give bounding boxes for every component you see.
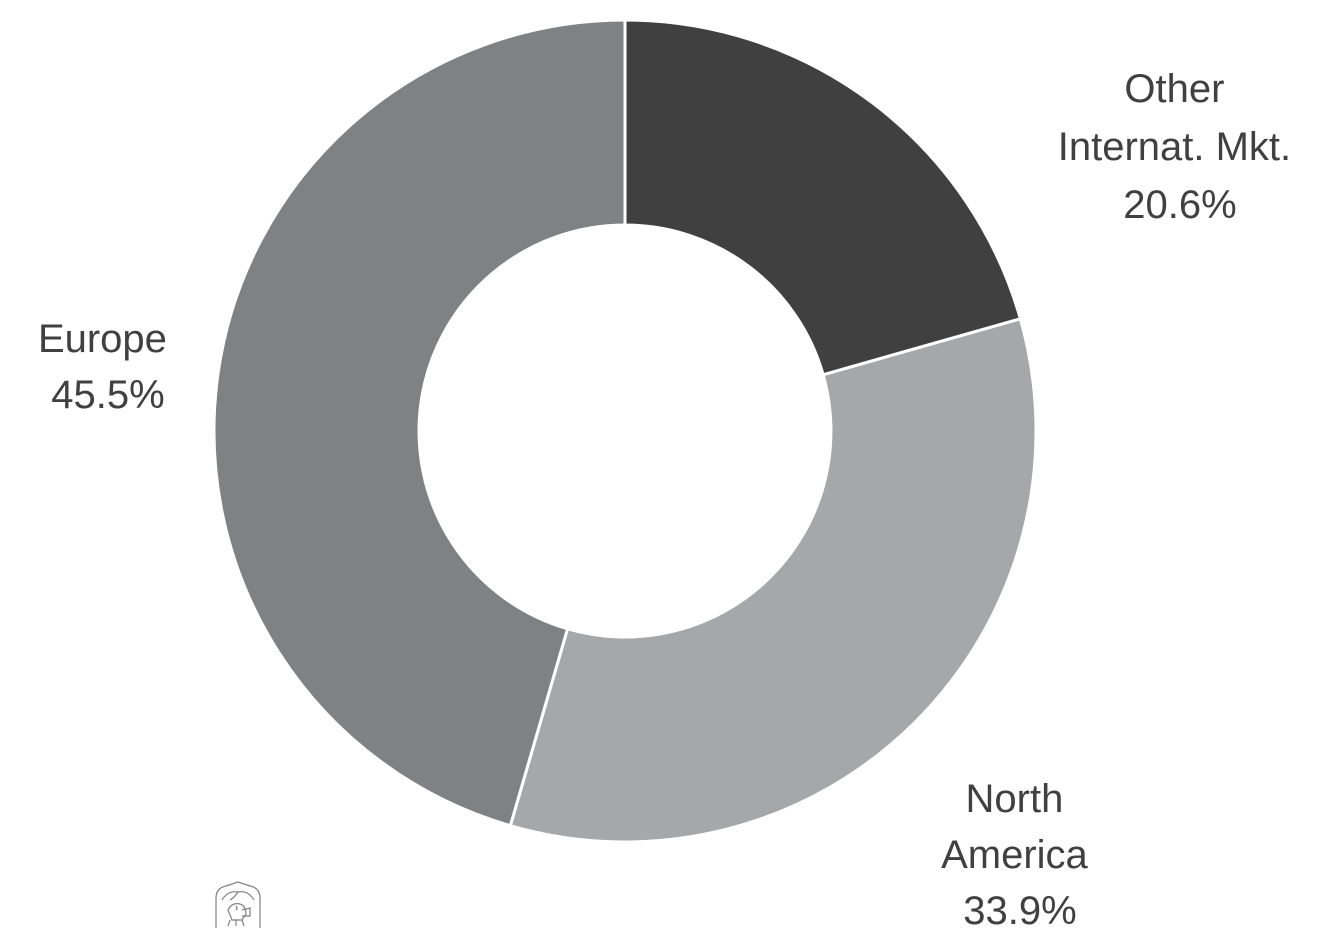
donut-slice-other-internat-mkt: [623, 18, 1023, 377]
slice-label-north-america: North America 33.9%: [941, 777, 1099, 928]
donut-slice-north-america: [508, 316, 1038, 844]
donut-slices: [212, 18, 1038, 844]
slice-value-north-america: 33.9%: [963, 889, 1076, 928]
slice-label-north-america-line-2: America: [941, 833, 1088, 877]
slice-label-europe-line-1: Europe: [38, 317, 167, 361]
slice-label-other-line-2: Internat. Mkt.: [1058, 125, 1291, 169]
winged-lion-crest-icon: [215, 881, 261, 928]
donut-slice-europe: [212, 18, 627, 828]
slice-label-other-line-1: Other: [1124, 67, 1224, 111]
slice-label-other-internat-mkt: Other Internat. Mkt. 20.6%: [1058, 67, 1303, 227]
slice-label-north-america-line-1: North: [966, 777, 1064, 821]
slice-value-other: 20.6%: [1123, 183, 1236, 227]
slice-value-europe: 45.5%: [51, 373, 164, 417]
slice-label-europe: Europe 45.5%: [38, 317, 178, 417]
